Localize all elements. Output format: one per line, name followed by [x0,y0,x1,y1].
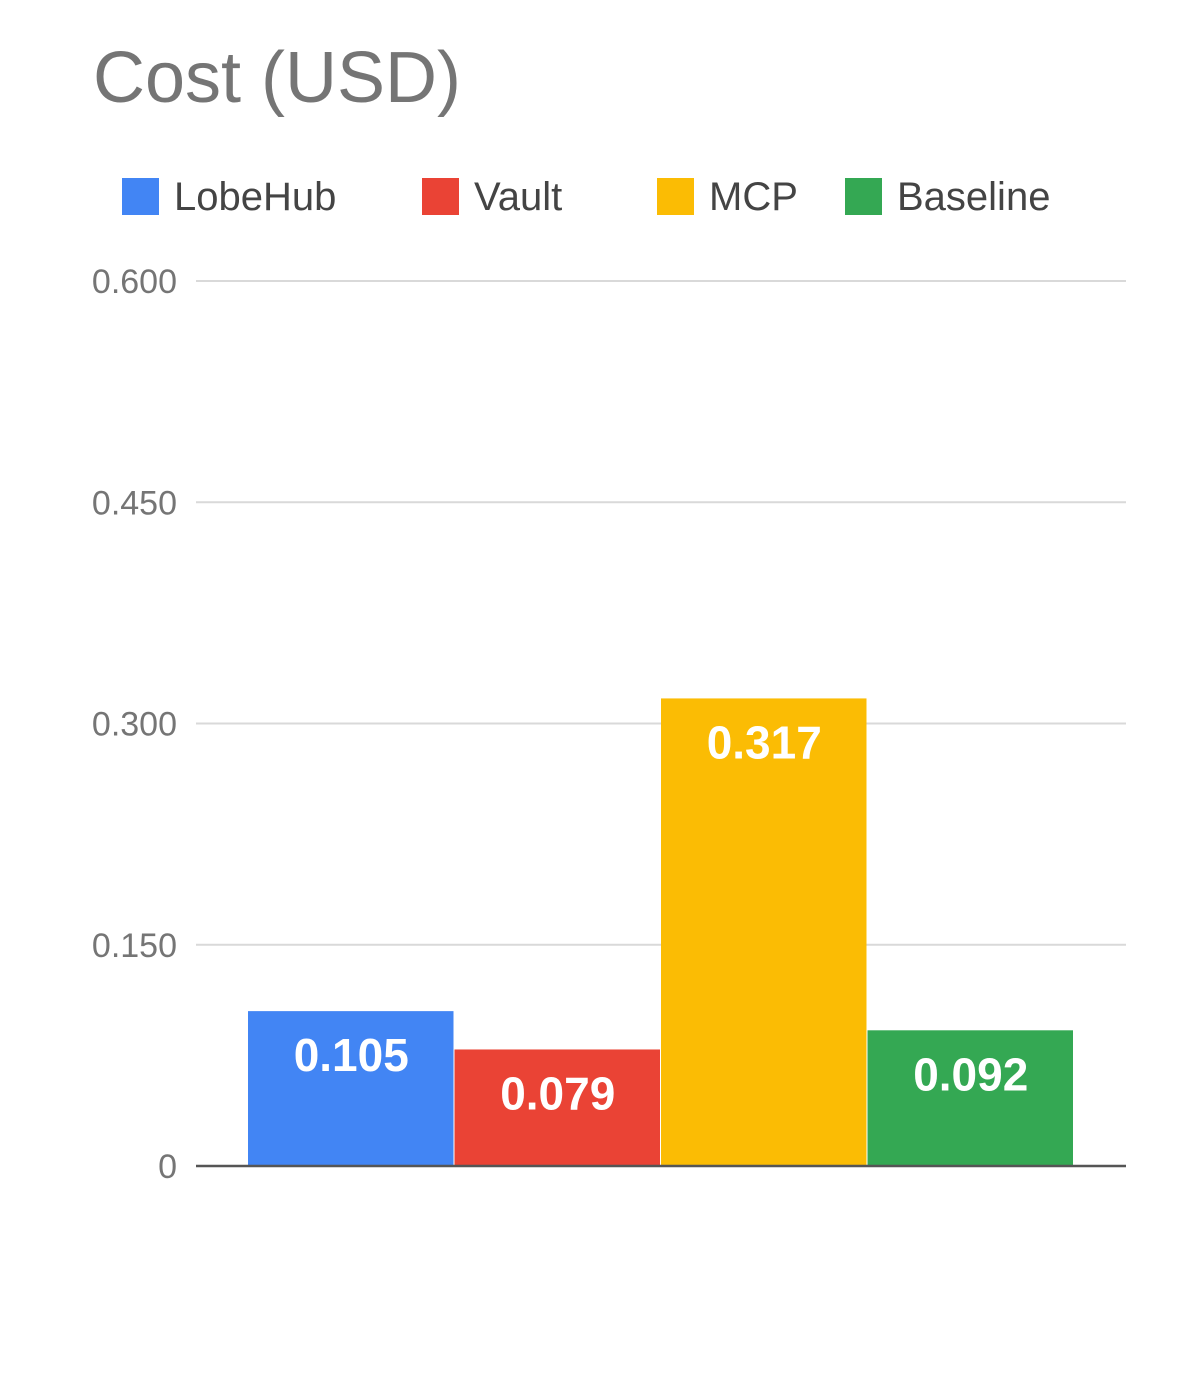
bar-vault [454,1049,660,1166]
data-label-vault: 0.079 [500,1067,615,1119]
data-label-lobehub: 0.105 [294,1029,409,1081]
data-label-mcp: 0.317 [707,716,822,768]
chart-title: Cost (USD) [93,38,461,118]
legend-label-baseline: Baseline [897,175,1050,219]
legend-label-mcp: MCP [709,175,798,219]
data-label-baseline: 0.092 [913,1048,1028,1100]
legend-swatch-mcp [657,178,694,215]
data-labels: 0.105 0.079 0.317 0.092 [294,716,1029,1119]
y-axis-tick-labels: 0 0.150 0.300 0.450 0.600 [92,263,177,1186]
y-tick-label: 0.600 [92,263,177,301]
y-tick-label: 0.450 [92,484,177,522]
legend-swatch-baseline [845,178,882,215]
bar-mcp [661,698,867,1166]
bar-baseline [867,1030,1073,1166]
y-tick-label: 0.150 [92,927,177,965]
legend-label-lobehub: LobeHub [174,175,336,219]
legend-swatch-vault [422,178,459,215]
bars [248,698,1073,1166]
legend: LobeHub Vault MCP Baseline [122,175,1050,219]
legend-label-vault: Vault [474,175,562,219]
bar-lobehub [248,1011,454,1166]
y-tick-label: 0.300 [92,706,177,744]
y-tick-label: 0 [158,1148,177,1186]
legend-swatch-lobehub [122,178,159,215]
